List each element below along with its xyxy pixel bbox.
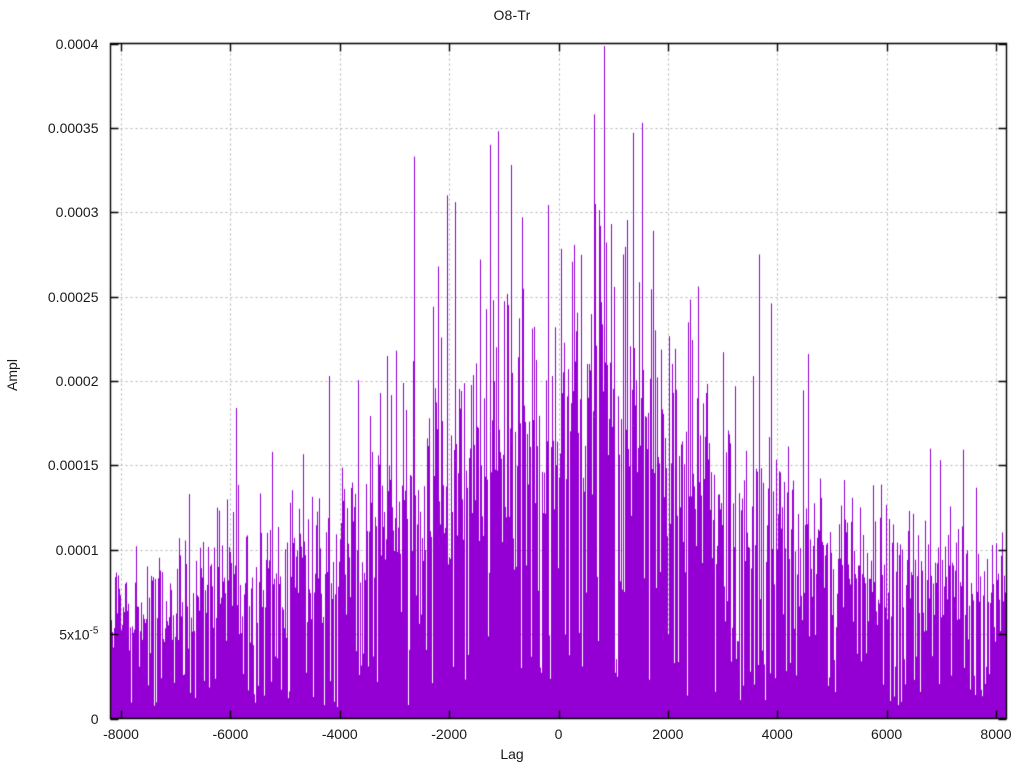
x-tick-label: 2000 [652, 725, 684, 742]
x-tick-label: 6000 [871, 725, 903, 742]
x-tick-label: 0 [554, 725, 563, 742]
y-tick-label: 0.0002 [55, 373, 99, 389]
x-tick-label: 4000 [761, 725, 793, 742]
chart-title: O8-Tr [493, 7, 531, 23]
x-tick-label: -8000 [103, 725, 139, 742]
y-tick-label: 0 [90, 710, 99, 727]
y-tick-label: 0.00015 [47, 457, 99, 474]
x-tick-label: 8000 [980, 725, 1012, 742]
y-tick-label: 0.0001 [55, 541, 99, 558]
x-axis-label: Lag [500, 746, 524, 762]
x-tick-label: -6000 [212, 725, 249, 742]
y-tick-label: 5x10-5 [59, 625, 99, 643]
x-tick-label: -2000 [431, 725, 468, 742]
y-tick-label: 0.0003 [55, 204, 99, 221]
y-tick-label: 0.00025 [47, 288, 99, 305]
y-tick-label: 0.0004 [55, 35, 99, 52]
x-tick-label: -4000 [321, 725, 358, 742]
y-tick-label: 0.00035 [47, 119, 99, 136]
